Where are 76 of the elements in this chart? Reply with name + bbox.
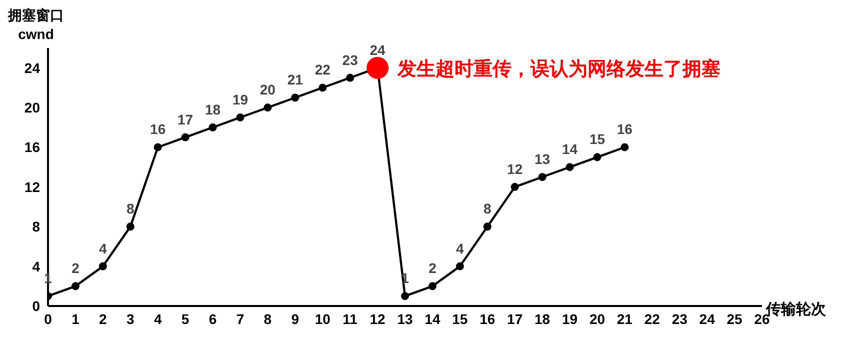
x-tick-label: 5 [181, 310, 190, 327]
x-tick-label: 19 [562, 310, 578, 327]
point [291, 94, 300, 102]
x-tick-label: 9 [291, 310, 300, 327]
data-label: 2 [428, 260, 437, 276]
x-tick-label: 25 [726, 310, 743, 327]
point [318, 84, 327, 92]
x-tick-label: 24 [699, 310, 716, 327]
x-tick-label: 0 [44, 310, 52, 327]
data-label: 24 [370, 42, 386, 58]
point [566, 163, 574, 172]
x-tick-label: 13 [397, 310, 413, 327]
x-tick-label: 8 [264, 310, 272, 327]
data-label: 17 [178, 111, 194, 128]
point [71, 282, 80, 290]
point [483, 222, 492, 231]
data-label: 22 [314, 62, 331, 78]
data-label: 13 [534, 151, 550, 167]
data-label: 23 [342, 52, 358, 68]
point [154, 143, 162, 152]
x-tick-label: 4 [154, 310, 162, 327]
data-label: 4 [456, 240, 464, 256]
point [456, 262, 464, 270]
data-label: 20 [260, 82, 276, 98]
point [538, 173, 546, 181]
point [126, 222, 134, 231]
x-tick-label: 17 [507, 310, 523, 327]
point [346, 74, 354, 82]
data-label: 19 [232, 91, 248, 108]
data-label: 8 [483, 200, 492, 217]
point [264, 104, 272, 112]
point [181, 133, 190, 142]
x-tick-label: 3 [126, 310, 134, 327]
x-tick-label: 6 [208, 310, 217, 327]
data-label: 4 [99, 240, 108, 256]
y-axis-title: 拥塞窗口 cwnd [8, 6, 64, 44]
y-tick-label: 4 [32, 258, 40, 274]
y-tick-label: 24 [24, 60, 40, 76]
x-tick-label: 16 [480, 310, 496, 327]
point [428, 282, 436, 290]
x-tick-label: 10 [314, 310, 331, 327]
data-label: 14 [562, 141, 578, 158]
x-tick-label: 15 [452, 310, 468, 327]
point [98, 262, 107, 270]
y-tick-label: 20 [24, 100, 40, 116]
point [510, 182, 519, 191]
data-label: 12 [507, 160, 523, 177]
data-label: 21 [287, 72, 304, 88]
x-tick-label: 7 [236, 310, 244, 327]
data-label: 16 [150, 121, 166, 138]
x-tick-label: 1 [72, 310, 80, 327]
data-label: 16 [616, 121, 633, 138]
data-label: 15 [589, 131, 606, 148]
point [620, 143, 629, 152]
x-tick-label: 2 [99, 310, 108, 327]
y-tick-label: 0 [32, 298, 40, 314]
x-tick-label: 21 [616, 310, 633, 327]
point [236, 113, 244, 122]
x-tick-label: 22 [644, 310, 660, 327]
point [593, 153, 602, 162]
annotation: 发生超时重传，误认为网络发生了拥塞 [396, 58, 721, 80]
x-tick-label: 12 [370, 310, 386, 327]
point [208, 123, 217, 132]
x-tick-label: 18 [534, 310, 550, 327]
x-axis-title: 传输轮次 [766, 300, 826, 318]
x-tick-label: 20 [589, 310, 606, 327]
y-tick-label: 16 [24, 139, 40, 156]
x-tick-label: 14 [424, 310, 440, 327]
y-tick-label: 8 [32, 218, 40, 235]
data-label: 18 [204, 101, 221, 118]
point [401, 292, 409, 300]
x-tick-label: 11 [342, 310, 358, 327]
data-label: 8 [126, 200, 134, 217]
data-label: 2 [72, 260, 80, 276]
y-tick-label: 12 [24, 178, 40, 195]
x-tick-label: 23 [672, 310, 688, 327]
